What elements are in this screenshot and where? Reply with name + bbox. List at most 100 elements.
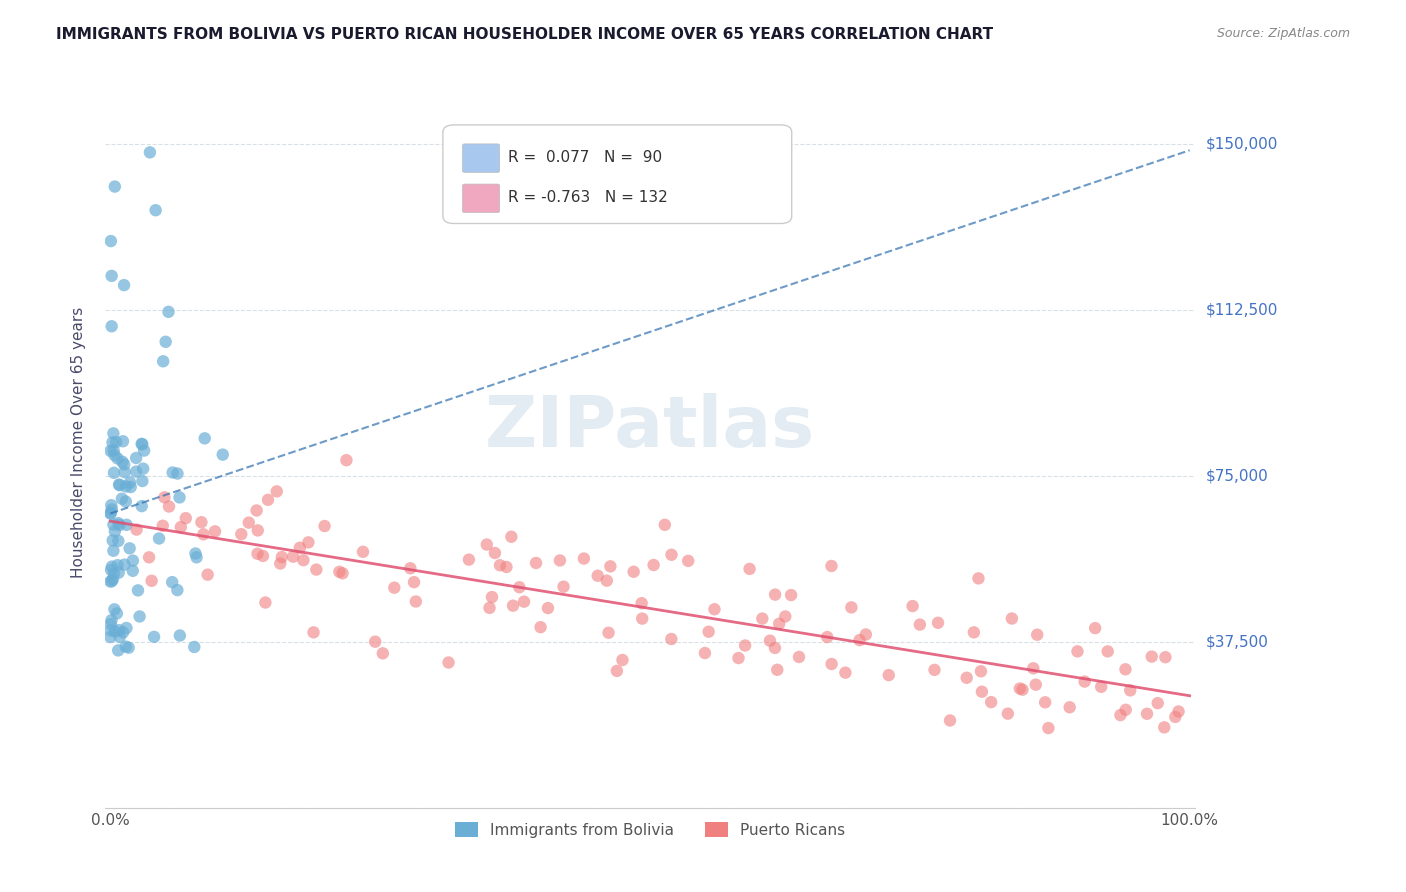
Point xyxy=(759,633,782,648)
Point xyxy=(877,668,900,682)
Point xyxy=(703,602,725,616)
Point xyxy=(101,559,124,574)
Point xyxy=(939,714,962,728)
Point xyxy=(115,517,138,532)
Text: $75,000: $75,000 xyxy=(1206,468,1268,483)
Point xyxy=(131,474,153,488)
Point xyxy=(108,477,131,491)
Point xyxy=(980,695,1002,709)
Point xyxy=(100,563,122,577)
FancyBboxPatch shape xyxy=(463,144,499,172)
Point xyxy=(332,566,354,581)
Point xyxy=(292,553,315,567)
Point xyxy=(160,575,183,590)
Point xyxy=(502,599,524,613)
Point xyxy=(495,560,517,574)
Point xyxy=(103,466,125,480)
Point xyxy=(266,484,288,499)
Point xyxy=(114,640,136,654)
Point xyxy=(114,465,136,479)
Point xyxy=(120,475,142,490)
Point xyxy=(120,480,142,494)
Point xyxy=(108,518,131,533)
Point xyxy=(100,506,122,520)
Point xyxy=(572,551,595,566)
Point xyxy=(128,609,150,624)
Point xyxy=(184,547,207,561)
Point xyxy=(183,640,205,654)
Point xyxy=(1154,650,1177,665)
Point xyxy=(727,651,749,665)
Point xyxy=(1146,696,1168,710)
Point xyxy=(1153,720,1175,734)
Point xyxy=(111,491,134,506)
Point xyxy=(246,524,269,538)
Point xyxy=(1114,662,1136,676)
Point xyxy=(820,559,842,574)
Point xyxy=(169,628,191,642)
Point xyxy=(143,630,166,644)
Point xyxy=(643,558,665,572)
Point xyxy=(122,553,145,567)
Point xyxy=(100,617,122,632)
Point xyxy=(105,607,128,621)
Point xyxy=(125,523,148,537)
Point xyxy=(100,234,122,248)
Point xyxy=(855,627,877,641)
Point xyxy=(371,646,394,660)
Point xyxy=(139,145,162,160)
Point xyxy=(107,558,129,573)
Point xyxy=(1026,628,1049,642)
Point xyxy=(654,517,676,532)
Point xyxy=(186,550,208,565)
Point xyxy=(252,549,274,563)
Point xyxy=(1038,721,1060,735)
Point xyxy=(101,502,124,516)
Point xyxy=(314,519,336,533)
Point xyxy=(211,448,233,462)
Point xyxy=(125,465,148,479)
Point xyxy=(734,639,756,653)
Point xyxy=(194,431,217,445)
Text: $112,500: $112,500 xyxy=(1206,302,1278,318)
Point xyxy=(537,601,560,615)
Point xyxy=(166,583,188,598)
Point xyxy=(1025,678,1047,692)
FancyBboxPatch shape xyxy=(443,125,792,224)
Point xyxy=(834,665,856,680)
Text: R = -0.763   N = 132: R = -0.763 N = 132 xyxy=(509,190,668,205)
Point xyxy=(104,524,127,539)
Point xyxy=(676,554,699,568)
Point xyxy=(529,620,551,634)
Point xyxy=(1011,682,1033,697)
Point xyxy=(484,546,506,560)
Point xyxy=(103,448,125,462)
Point xyxy=(924,663,946,677)
Point xyxy=(481,590,503,604)
Text: $150,000: $150,000 xyxy=(1206,136,1278,152)
Point xyxy=(190,515,212,529)
Point xyxy=(107,533,129,548)
Point xyxy=(598,625,620,640)
Point xyxy=(283,549,305,564)
Point xyxy=(1097,644,1119,658)
Point xyxy=(100,319,122,334)
Point xyxy=(302,625,325,640)
Point xyxy=(768,616,790,631)
Text: Source: ZipAtlas.com: Source: ZipAtlas.com xyxy=(1216,27,1350,40)
Point xyxy=(107,516,129,531)
Point xyxy=(1119,683,1142,698)
Point xyxy=(1073,674,1095,689)
Point xyxy=(766,663,789,677)
Point xyxy=(141,574,163,588)
Point xyxy=(121,564,143,578)
Point xyxy=(101,572,124,586)
Point xyxy=(238,516,260,530)
Point xyxy=(170,520,193,534)
Point xyxy=(145,203,167,218)
Point xyxy=(107,451,129,466)
Point xyxy=(524,556,547,570)
Point xyxy=(631,611,654,625)
Point xyxy=(815,630,838,644)
Point xyxy=(956,671,979,685)
